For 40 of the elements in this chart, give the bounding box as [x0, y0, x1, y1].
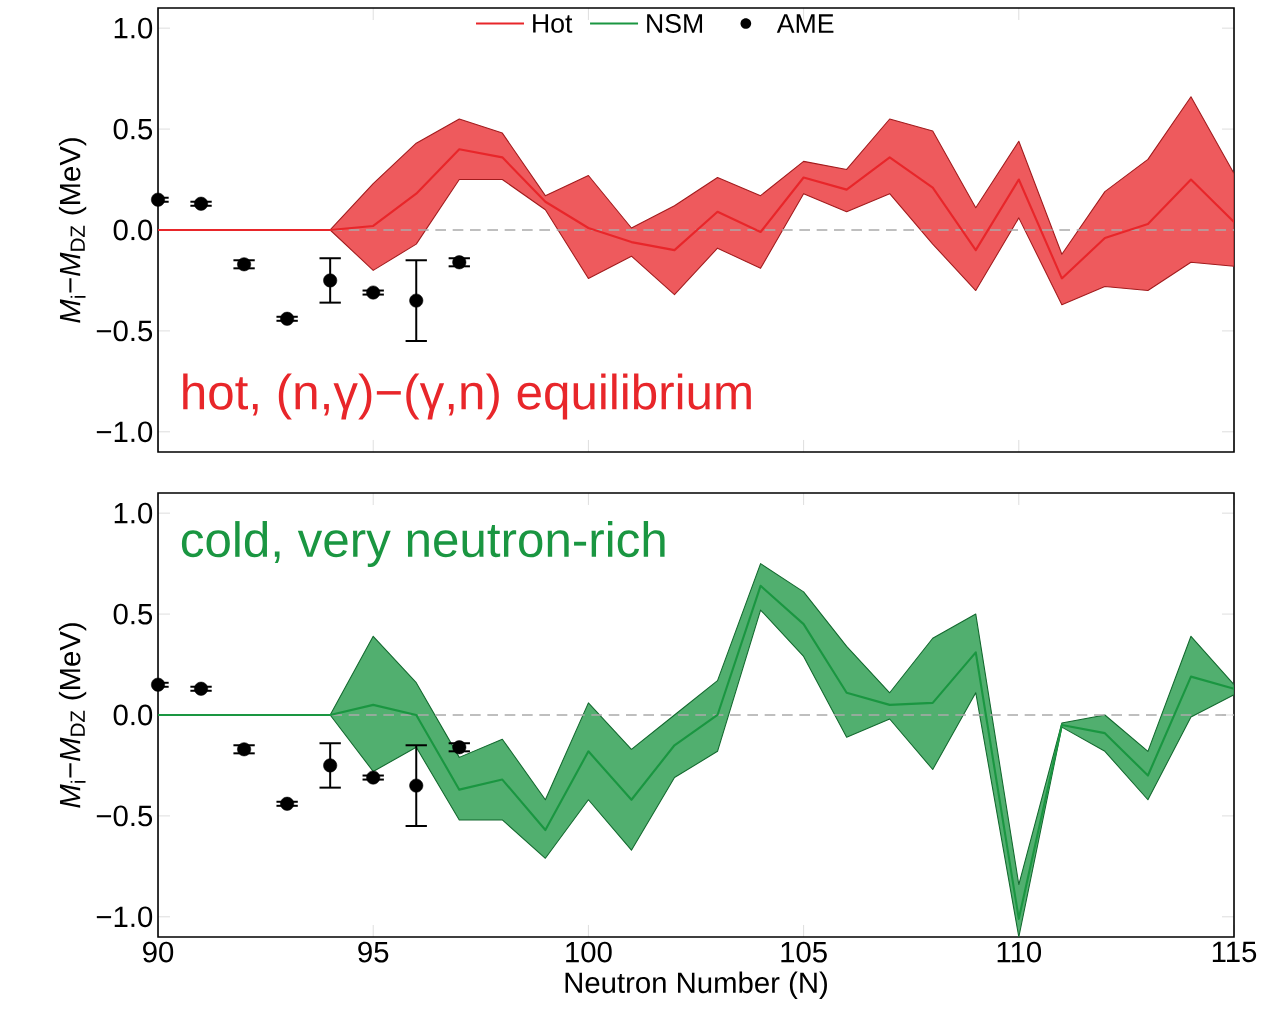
y-tick-label: 0.5 — [113, 603, 153, 625]
y-tick-label: −0.5 — [96, 320, 153, 342]
y-tick-label: 0.5 — [113, 118, 153, 140]
point — [366, 770, 381, 785]
point — [194, 681, 208, 696]
x-tick-label: 95 — [358, 941, 389, 963]
point — [323, 273, 338, 288]
annotation: hot, (n,γ)−(γ,n) equilibrium — [183, 373, 751, 420]
point — [452, 740, 467, 755]
point — [237, 742, 252, 757]
y-tick-label: −1.0 — [96, 421, 153, 443]
legend-label: Hot — [533, 14, 573, 33]
point — [151, 677, 165, 692]
point — [409, 293, 424, 308]
x-tick-label: 105 — [781, 941, 827, 963]
text: NSM — [647, 14, 703, 33]
x-tick-label: 90 — [143, 941, 174, 963]
y-tick-label: 0.0 — [113, 704, 153, 726]
annotation: cold, very neutron-rich — [181, 521, 665, 568]
point — [452, 255, 467, 270]
y-axis-title: M$_{i}$−M$_{DZ}$ (MeV) — [58, 623, 87, 808]
x-tick-label: 115 — [1212, 941, 1257, 963]
x-tick-label: 110 — [997, 941, 1042, 963]
y-tick-label: 0.0 — [113, 219, 153, 241]
y-axis-title: M$_{i}$−M$_{DZ}$ (MeV) — [58, 138, 87, 323]
point — [366, 285, 381, 300]
y-tick-label: −1.0 — [96, 906, 153, 928]
point — [409, 778, 424, 793]
x-axis-title: Neutron Number (N) — [565, 971, 827, 999]
point — [280, 796, 295, 811]
y-tick-label: −0.5 — [96, 805, 153, 827]
point — [280, 311, 295, 326]
point — [194, 196, 208, 211]
legend-label: AME — [776, 14, 834, 33]
y-tick-label: 1.0 — [114, 502, 153, 524]
point — [151, 192, 165, 207]
point — [323, 758, 338, 773]
point — [237, 257, 252, 272]
y-tick-label: 1.0 — [114, 17, 153, 39]
x-tick-label: 100 — [566, 941, 612, 963]
